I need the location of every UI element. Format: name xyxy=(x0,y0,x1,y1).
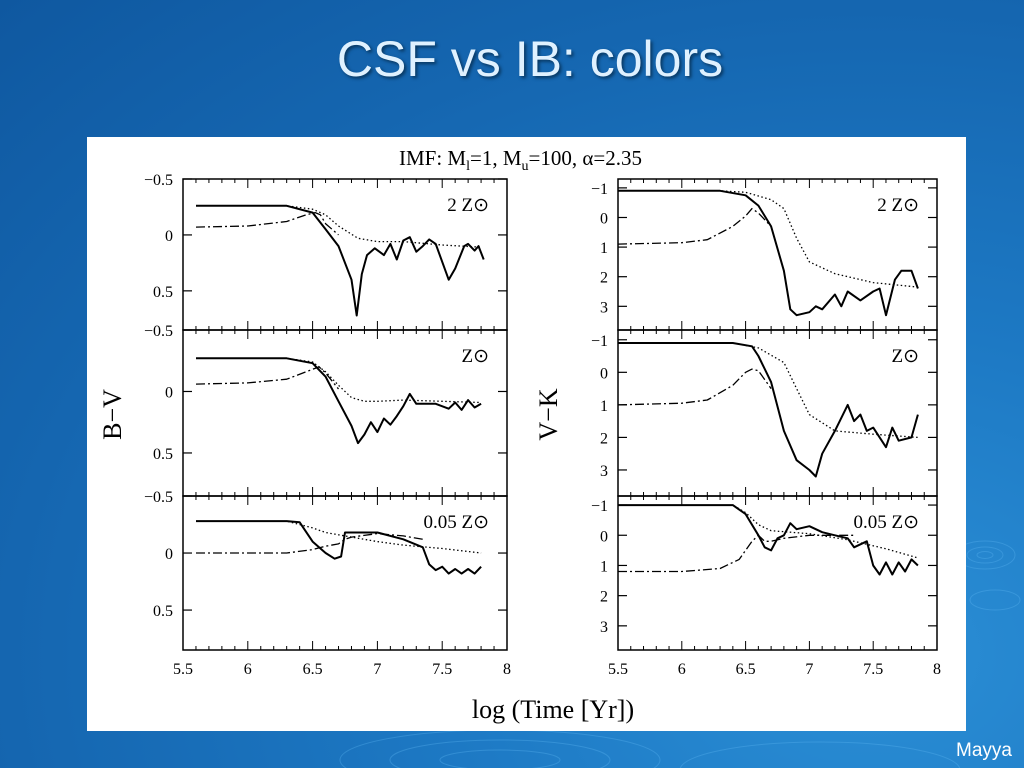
series-line-solid xyxy=(196,357,482,445)
series-line-solid xyxy=(196,204,485,317)
series-line-dashdot xyxy=(617,368,772,406)
y-tick-label: 3 xyxy=(600,299,608,316)
y-tick-label: 2 xyxy=(600,430,608,447)
y-tick-label: −0.5 xyxy=(144,172,173,189)
series-line-dashdot xyxy=(618,534,855,573)
panel-metallicity-label: 0.05 Z⊙ xyxy=(853,512,919,533)
series-line-solid xyxy=(618,504,919,576)
figure-header: IMF: Ml=1, Mu=100, α=2.35 xyxy=(399,146,642,174)
y-tick-label: 2 xyxy=(600,270,608,287)
panel-metallicity-label: Z⊙ xyxy=(891,346,919,367)
x-tick-label: 6.5 xyxy=(303,661,323,678)
footer-author: Mayya xyxy=(956,740,1012,761)
series-line-dotted xyxy=(618,342,918,439)
y-tick-label: 1 xyxy=(600,558,608,575)
y-tick-label: 3 xyxy=(600,463,608,480)
y-tick-label: 3 xyxy=(600,619,608,636)
y-tick-label: 2 xyxy=(600,589,608,606)
y-tick-label: −1 xyxy=(591,181,608,198)
x-tick-label: 7 xyxy=(805,661,813,678)
color-evolution-figure: IMF: Ml=1, Mu=100, α=2.35 B−V −0.5 0 0.5 2 Z… xyxy=(98,146,941,724)
y-tick-label: 0.5 xyxy=(153,603,173,620)
y-tick-label: −1 xyxy=(591,498,608,515)
panel-metallicity-label: Z⊙ xyxy=(461,346,489,367)
y-tick-label: 0.5 xyxy=(153,284,173,301)
panel-frame xyxy=(617,329,938,497)
figure-panel: IMF: Ml=1, Mu=100, α=2.35 B−V −0.5 0 0.5 2 Z… xyxy=(87,137,966,731)
x-tick-label: 7 xyxy=(373,661,381,678)
y-tick-label: 0.5 xyxy=(153,446,173,463)
y-tick-label: 0 xyxy=(600,365,608,382)
x-tick-label: 7.5 xyxy=(863,661,883,678)
series-line-dashdot xyxy=(195,366,340,390)
x-axis-label: log (Time [Yr]) xyxy=(472,695,634,724)
y-tick-label: −0.5 xyxy=(144,323,173,340)
y-tick-label: −0.5 xyxy=(144,489,173,506)
series-line-solid xyxy=(618,189,919,317)
series-line-dashdot xyxy=(617,207,772,245)
panel-frame xyxy=(617,495,938,651)
series-line-dotted xyxy=(196,520,482,554)
series-line-dotted xyxy=(196,205,482,248)
series-line-dashdot xyxy=(195,211,339,236)
y-axis-label-col1: B−V xyxy=(98,389,127,440)
y-tick-label: −1 xyxy=(591,333,608,350)
x-tick-label: 5.5 xyxy=(608,661,628,678)
x-tick-label: 7.5 xyxy=(432,661,452,678)
series-line-dotted xyxy=(196,357,482,404)
panel-frame xyxy=(182,495,508,651)
panel-metallicity-label: 2 Z⊙ xyxy=(877,195,919,216)
y-tick-label: 1 xyxy=(600,398,608,415)
panel-metallicity-label: 2 Z⊙ xyxy=(447,195,489,216)
panel-metallicity-label: 0.05 Z⊙ xyxy=(423,512,489,533)
y-tick-label: 0 xyxy=(600,210,608,227)
series-line-dashdot xyxy=(196,532,423,554)
x-tick-label: 6 xyxy=(244,661,252,678)
x-tick-label: 6.5 xyxy=(736,661,756,678)
x-tick-label: 5.5 xyxy=(173,661,193,678)
y-tick-label: 1 xyxy=(600,240,608,257)
y-axis-label-col2: V−K xyxy=(534,388,563,440)
y-tick-label: 0 xyxy=(165,228,173,245)
x-tick-label: 6 xyxy=(678,661,686,678)
y-tick-label: 0 xyxy=(600,528,608,545)
series-line-solid xyxy=(618,342,919,478)
x-tick-label: 8 xyxy=(933,661,941,678)
series-line-solid xyxy=(196,520,482,575)
y-tick-label: 0 xyxy=(165,384,173,401)
series-line-dotted xyxy=(618,504,919,559)
x-tick-label: 8 xyxy=(503,661,511,678)
series-line-dotted xyxy=(618,190,918,288)
slide-title: CSF vs IB: colors xyxy=(336,31,724,87)
y-tick-label: 0 xyxy=(165,546,173,563)
